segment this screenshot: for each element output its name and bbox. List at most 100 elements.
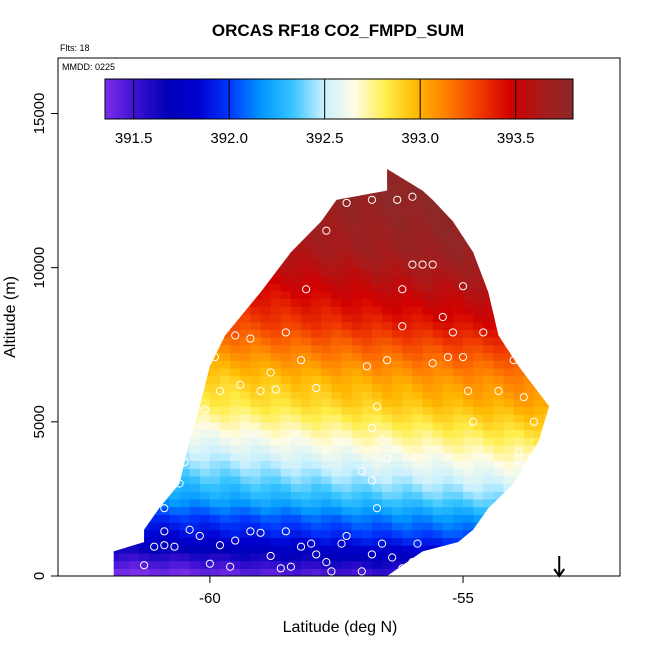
heatmap-cell: [382, 491, 393, 500]
heatmap-cell: [523, 367, 535, 377]
heatmap-cell: [412, 190, 424, 199]
observation-point: [236, 380, 245, 389]
heatmap-cell: [402, 414, 414, 423]
heatmap-cell: [290, 437, 302, 446]
heatmap-cell: [321, 483, 333, 492]
heatmap-cell: [311, 506, 322, 515]
heatmap-cell: [503, 552, 515, 562]
heatmap-cell: [209, 460, 221, 469]
heatmap-cell: [270, 414, 282, 423]
heatmap-cell: [442, 367, 454, 377]
heatmap-cell: [371, 375, 383, 384]
heatmap-cell: [321, 182, 333, 192]
heatmap-cell: [220, 313, 231, 323]
heatmap-cell: [361, 252, 373, 261]
heatmap-cell: [128, 437, 140, 446]
heatmap-cell: [392, 552, 403, 562]
heatmap-cell: [118, 313, 130, 323]
heatmap-cell: [169, 213, 181, 223]
heatmap-cell: [382, 398, 393, 408]
heatmap-cell: [280, 313, 292, 323]
heatmap-cell: [341, 283, 353, 292]
heatmap-cell: [503, 568, 515, 576]
heatmap-cell: [139, 391, 150, 400]
heatmap-cell: [209, 568, 221, 576]
heatmap-cell: [139, 252, 150, 261]
heatmap-cell: [139, 383, 150, 392]
heatmap-cell: [513, 236, 525, 246]
heatmap-cell: [382, 252, 393, 261]
heatmap-cell: [159, 383, 170, 392]
heatmap-cell: [128, 190, 140, 199]
heatmap-cell: [169, 552, 181, 562]
heatmap-cell: [149, 421, 160, 431]
heatmap-cell: [361, 190, 373, 199]
heatmap-cell: [341, 475, 353, 485]
heatmap-cell: [209, 175, 221, 184]
heatmap-cell: [422, 213, 434, 223]
heatmap-cell: [128, 421, 140, 431]
heatmap-cell: [341, 182, 353, 192]
heatmap-cell: [412, 360, 424, 369]
heatmap-cell: [331, 421, 343, 431]
heatmap-cell: [402, 460, 414, 469]
heatmap-cell: [118, 182, 130, 192]
heatmap-cell: [230, 475, 241, 485]
heatmap-cell: [523, 337, 535, 346]
heatmap-cell: [392, 259, 403, 269]
heatmap-cell: [220, 360, 231, 369]
heatmap-cell: [533, 529, 545, 539]
heatmap-cell: [290, 360, 302, 369]
heatmap-cell: [270, 452, 282, 461]
heatmap-cell: [452, 259, 464, 269]
heatmap-cell: [473, 483, 484, 492]
heatmap-cell: [432, 437, 444, 446]
heatmap-cell: [331, 182, 343, 192]
heatmap-cell: [402, 506, 414, 515]
heatmap-cell: [149, 229, 160, 238]
heatmap-cell: [382, 313, 393, 323]
heatmap-cell: [493, 568, 505, 576]
heatmap-cell: [382, 375, 393, 384]
heatmap-cell: [493, 198, 505, 207]
heatmap-cell: [402, 421, 414, 431]
heatmap-cell: [220, 306, 231, 315]
heatmap-cell: [493, 529, 505, 539]
heatmap-cell: [311, 198, 322, 207]
heatmap-cell: [169, 560, 181, 569]
heatmap-cell: [493, 283, 505, 292]
heatmap-cell: [361, 514, 373, 523]
heatmap-cell: [240, 483, 251, 492]
heatmap-cell: [230, 221, 241, 230]
heatmap-cell: [290, 444, 302, 454]
heatmap-cell: [321, 475, 333, 485]
heatmap-cell: [159, 437, 170, 446]
heatmap-cell: [392, 352, 403, 361]
heatmap-cell: [128, 444, 140, 454]
heatmap-cell: [452, 169, 464, 176]
heatmap-cell: [331, 468, 343, 477]
heatmap-cell: [513, 498, 525, 508]
heatmap-cell: [240, 537, 251, 546]
heatmap-cell: [220, 437, 231, 446]
heatmap-cell: [463, 337, 474, 346]
heatmap-cell: [533, 190, 545, 199]
heatmap-cell: [290, 537, 302, 546]
heatmap-cell: [503, 190, 515, 199]
heatmap-cell: [493, 560, 505, 569]
observation-point: [357, 567, 366, 576]
heatmap-cell: [113, 360, 120, 369]
heatmap-cell: [301, 206, 312, 215]
heatmap-cell: [159, 398, 170, 408]
heatmap-cell: [483, 298, 495, 307]
colorbar-tick-label: 393.5: [497, 130, 535, 147]
heatmap-cell: [523, 421, 535, 431]
heatmap-cell: [199, 483, 211, 492]
heatmap-cell: [139, 283, 150, 292]
heatmap-cell: [240, 169, 251, 176]
heatmap-cell: [371, 460, 383, 469]
heatmap-cell: [473, 460, 484, 469]
heatmap-cell: [483, 429, 495, 438]
heatmap-cell: [473, 275, 484, 284]
heatmap-cell: [290, 522, 302, 531]
